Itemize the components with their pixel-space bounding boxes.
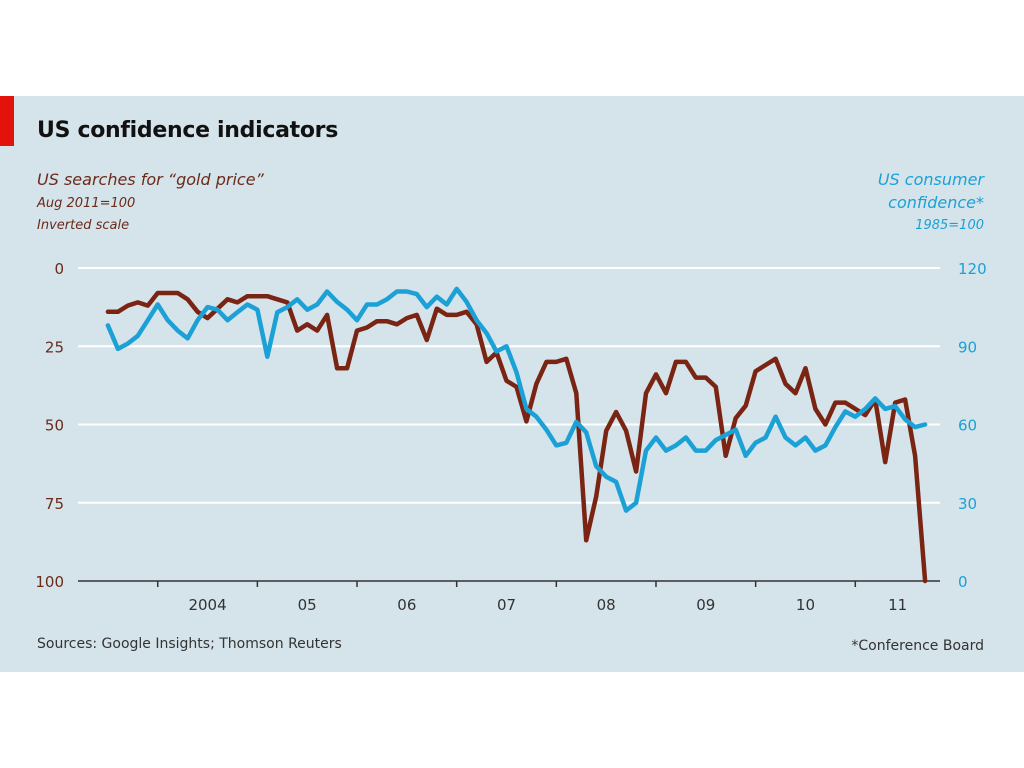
x-tick-label: 05 xyxy=(298,596,317,614)
right-axis-series-label-line2: confidence* xyxy=(888,193,984,212)
left-axis-inverted-note: Inverted scale xyxy=(37,218,130,233)
right-y-tick-label: 60 xyxy=(958,417,977,435)
right-y-tick-label: 90 xyxy=(958,338,977,356)
brand-accent-bar xyxy=(0,96,14,146)
right-y-tick-label: 0 xyxy=(958,573,968,591)
right-axis-series-label-line1: US consumer xyxy=(877,170,984,189)
x-tick-label: 11 xyxy=(888,596,907,614)
footnote: *Conference Board xyxy=(851,638,984,654)
left-axis-base-note: Aug 2011=100 xyxy=(37,196,136,211)
left-y-tick-label: 50 xyxy=(45,417,64,435)
consumer-confidence-line xyxy=(105,286,928,513)
left-y-tick-label: 100 xyxy=(35,573,64,591)
right-axis-base-note: 1985=100 xyxy=(915,218,984,233)
left-y-tick-label: 0 xyxy=(54,260,64,278)
x-tick-label: 07 xyxy=(497,596,516,614)
right-y-tick-label: 30 xyxy=(958,495,977,513)
x-tick-label: 06 xyxy=(397,596,416,614)
left-y-tick-label: 75 xyxy=(45,495,64,513)
sources-note: Sources: Google Insights; Thomson Reuter… xyxy=(37,636,342,652)
x-tick-label: 10 xyxy=(796,596,815,614)
left-axis-series-label: US searches for “gold price” xyxy=(37,170,264,189)
left-y-tick-label: 25 xyxy=(45,338,64,356)
x-tick-label: 08 xyxy=(597,596,616,614)
chart-title: US confidence indicators xyxy=(37,118,339,143)
x-tick-label: 2004 xyxy=(188,596,226,614)
gold-price-searches-line xyxy=(105,290,928,584)
x-tick-label: 09 xyxy=(696,596,715,614)
right-y-tick-label: 120 xyxy=(958,260,987,278)
